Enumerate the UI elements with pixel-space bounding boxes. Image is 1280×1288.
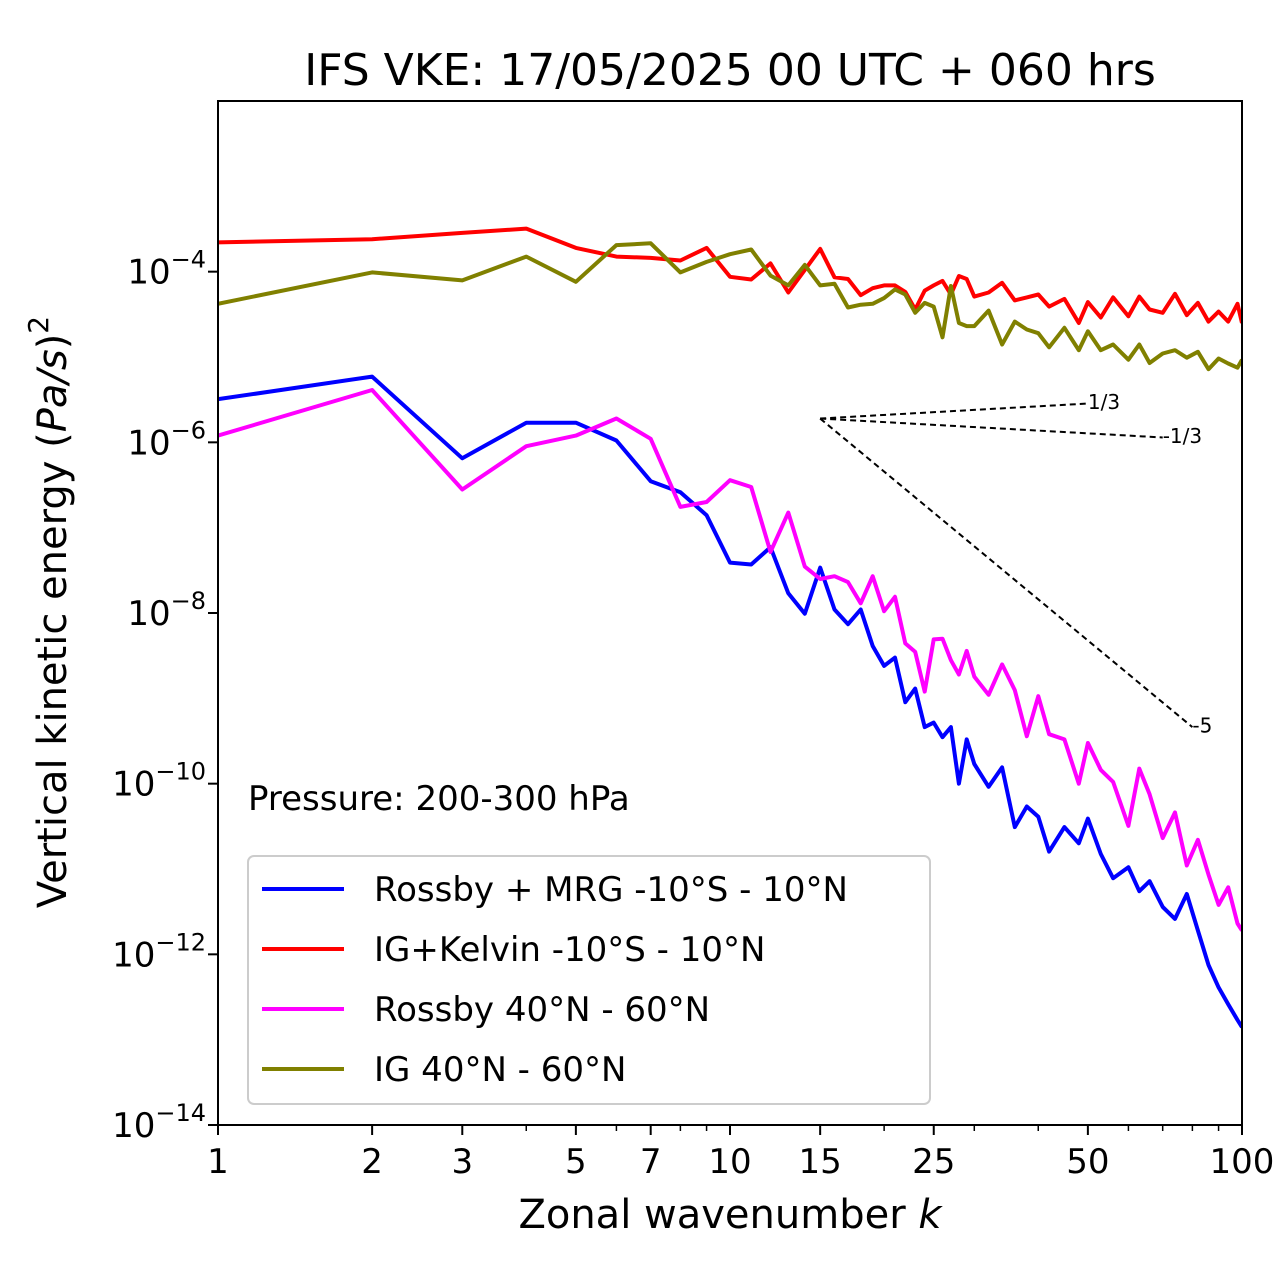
x-tick-label: 7 [640,1142,662,1182]
x-tick-label: 15 [799,1142,842,1182]
data-series [218,226,1242,1029]
x-tick-label: 5 [565,1142,587,1182]
chart-title: IFS VKE: 17/05/2025 00 UTC + 060 hrs [304,45,1156,96]
legend-label: IG 40°N - 60°N [374,1050,626,1090]
legend: Rossby + MRG -10°S - 10°N IG+Kelvin -10°S… [247,855,931,1105]
x-tick-label: 1 [207,1142,229,1182]
y-tick-label: 10−10 [112,758,206,805]
reference-slope-label: -5 [1192,714,1212,738]
x-axis: 1 2 3 5 7 10 15 25 50 100 [207,1125,1274,1182]
y-tick-label: 10−4 [127,246,206,293]
x-tick-label: 3 [451,1142,473,1182]
y-axis-label: Vertical kinetic energy (Pa/s)2 [22,316,76,908]
y-tick-label: 10−8 [127,587,206,634]
series-line [218,241,1242,372]
y-axis: 10−14 10−12 10−10 10−8 10−6 10−4 [112,246,218,1146]
reference-slope-line [820,402,1088,420]
x-tick-label: 25 [912,1142,955,1182]
y-tick-label: 10−14 [112,1099,206,1146]
x-axis-label: Zonal wavenumber k [518,1192,943,1238]
pressure-annotation: Pressure: 200-300 hPa [248,779,630,819]
x-tick-label: 50 [1066,1142,1109,1182]
legend-label: Rossby + MRG -10°S - 10°N [374,870,848,910]
legend-box [247,855,931,1105]
reference-slope-line [820,417,1163,439]
y-tick-label: 10−6 [127,416,206,463]
x-tick-label: 10 [708,1142,751,1182]
y-tick-label: 10−12 [112,928,206,975]
x-tick-label: 100 [1210,1142,1275,1182]
x-tick-label: 2 [361,1142,383,1182]
reference-slope-label: 1/3 [1088,390,1120,414]
reference-slope-line [819,417,1194,728]
legend-label: Rossby 40°N - 60°N [374,990,710,1030]
series-line [218,226,1242,325]
legend-label: IG+Kelvin -10°S - 10°N [374,930,765,970]
series-line [218,388,1242,932]
reference-slope-label: -1/3 [1163,424,1202,448]
reference-slopes: 1/3 -1/3 -5 [819,390,1212,738]
series-line [218,374,1242,1029]
